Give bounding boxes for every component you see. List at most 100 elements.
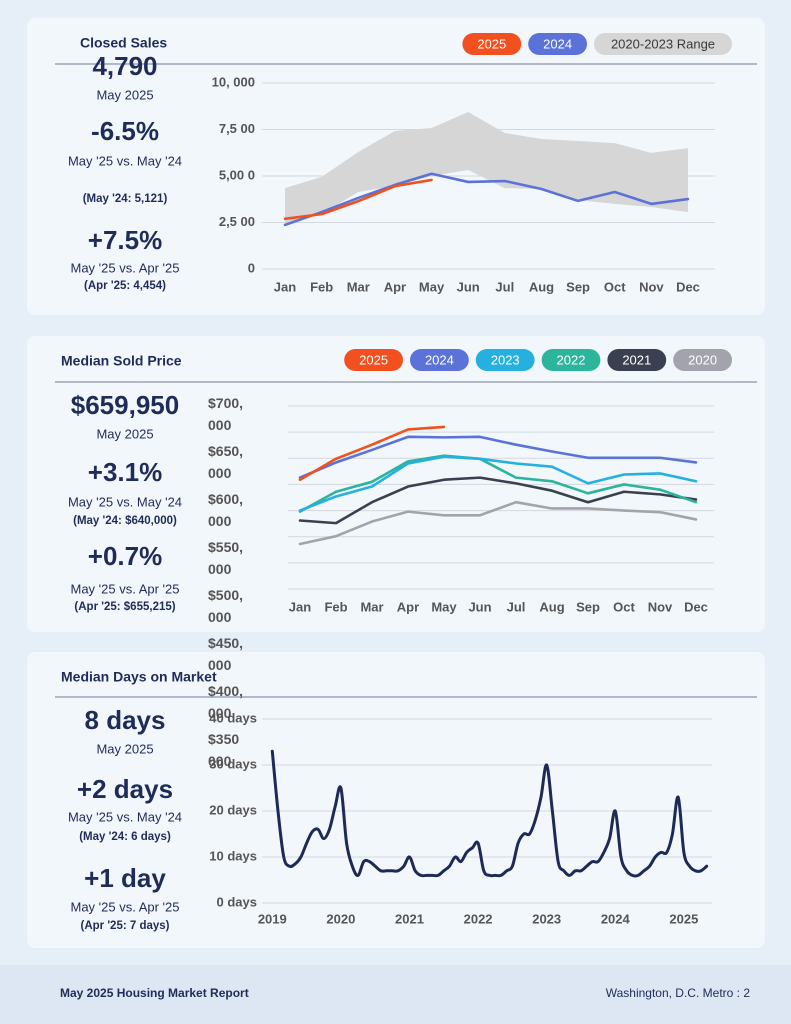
series-line: [298, 500, 698, 546]
x-tick-label: Feb: [310, 279, 333, 294]
y-tick-label: 30 days: [209, 756, 257, 771]
legend-label: 2023: [491, 352, 520, 367]
x-tick-label: Jul: [507, 599, 526, 614]
legend-swatch: [462, 33, 522, 55]
headline-period: May 2025: [96, 426, 153, 441]
footer-band: [0, 965, 791, 1024]
change-comparison: May '25 vs. Apr '25: [70, 899, 179, 914]
legend-label: 2025: [477, 36, 506, 51]
x-tick-label: 2024: [601, 911, 631, 926]
change-comparison: May '25 vs. May '24: [68, 494, 182, 509]
x-tick-label: 2025: [669, 911, 698, 926]
y-tick-label: $700, 000: [208, 395, 244, 433]
legend-swatch: [594, 33, 732, 55]
chart-title: Closed Sales: [80, 35, 167, 51]
footer-location: Washington, D.C. Metro : 2: [606, 986, 751, 1000]
legend-item: 2024: [528, 33, 587, 55]
x-tick-label: Apr: [397, 599, 419, 614]
change-comparison: May '25 vs. May '24: [68, 153, 182, 168]
headline-value: 8 days: [85, 705, 166, 735]
series-line: [283, 178, 433, 221]
legend-item: 2020-2023 Range: [594, 33, 732, 55]
y-tick-label: 10 days: [209, 848, 257, 863]
panel: [27, 652, 765, 948]
y-tick-labels: $700, 000 $650, 000 $600, 000 $550, 000 $500…: [208, 392, 264, 776]
x-tick-label: Jan: [289, 599, 311, 614]
headline-value: $659,950: [71, 390, 179, 420]
x-tick-label: Dec: [676, 279, 700, 294]
x-tick-label: Nov: [648, 599, 673, 614]
change-value: +3.1%: [88, 457, 162, 487]
legend-swatch: [475, 349, 535, 371]
y-tick-label: $500, 000: [208, 587, 244, 625]
legend-item: 2022: [541, 349, 601, 371]
y-tick-label: $400, 000: [208, 683, 244, 721]
change-value: +1 day: [84, 863, 166, 893]
x-tick-label: 2020: [326, 911, 355, 926]
x-tick-label: Jul: [495, 279, 514, 294]
series-line: [298, 425, 446, 482]
change-prior: (Apr '25: 7 days): [80, 920, 169, 932]
series-line: [270, 749, 709, 878]
y-tick-label: 0 days: [217, 894, 257, 909]
footer-title: May 2025 Housing Market Report: [60, 986, 249, 1000]
chart-title: Median Sold Price: [61, 353, 182, 369]
range-area: [285, 112, 688, 224]
change-prior: (May '24: $640,000): [73, 515, 177, 527]
y-tick-label: $600, 000: [208, 491, 244, 529]
legend-label: 2022: [557, 352, 586, 367]
legend-swatch: [344, 349, 403, 371]
change-prior: (May '24: 6 days): [79, 831, 171, 843]
x-tick-label: Jun: [457, 279, 480, 294]
y-tick-label: 5,00 0: [219, 167, 255, 182]
x-tick-label: Mar: [347, 279, 370, 294]
x-tick-label: Sep: [566, 279, 590, 294]
legend-item: 2020: [673, 349, 732, 371]
x-tick-label: Jan: [274, 279, 296, 294]
x-tick-label: Feb: [324, 599, 347, 614]
legend-swatch: [528, 33, 587, 55]
y-tick-label: $350 000: [208, 731, 240, 769]
legend-item: 2023: [475, 349, 535, 371]
legend-label: 2021: [622, 352, 651, 367]
legend-item: 2021: [607, 349, 667, 371]
headline-value: 4,790: [92, 51, 157, 81]
legend-swatch: [410, 349, 469, 371]
chart-title: Median Days on Market: [61, 669, 217, 685]
x-tick-label: Oct: [604, 279, 626, 294]
change-comparison: May '25 vs. May '24: [68, 809, 182, 824]
series-line: [283, 172, 690, 227]
x-tick-label: Mar: [360, 599, 383, 614]
y-tick-label: 2,5 00: [219, 214, 255, 229]
change-value: +0.7%: [88, 541, 162, 571]
x-tick-label: 2023: [532, 911, 561, 926]
x-tick-label: Aug: [539, 599, 564, 614]
legend-label: 2020-2023 Range: [611, 36, 715, 51]
x-tick-label: Aug: [529, 279, 554, 294]
y-tick-label: $650, 000: [208, 443, 244, 481]
legend-swatch: [541, 349, 601, 371]
series-line: [298, 454, 698, 513]
legend-label: 2024: [543, 36, 572, 51]
legend-label: 2020: [688, 352, 717, 367]
change-prior: (Apr '25: 4,454): [84, 280, 166, 292]
x-tick-label: 2022: [464, 911, 493, 926]
legend-item: 2024: [410, 349, 469, 371]
y-tick-label: 40 days: [209, 710, 257, 725]
change-comparison: May '25 vs. Apr '25: [70, 260, 179, 275]
x-tick-label: 2021: [395, 911, 424, 926]
x-tick-label: Nov: [639, 279, 664, 294]
legend-swatch: [673, 349, 732, 371]
change-value: +2 days: [77, 774, 173, 804]
y-tick-label: 0: [248, 260, 255, 275]
x-tick-label: Sep: [576, 599, 600, 614]
series-line: [298, 455, 698, 512]
legend-item: 2025: [344, 349, 403, 371]
y-tick-label: $450, 000: [208, 635, 244, 673]
x-tick-label: 2019: [258, 911, 287, 926]
legend-swatch: [607, 349, 667, 371]
x-tick-label: Apr: [384, 279, 406, 294]
series-line: [298, 435, 698, 479]
change-prior: (Apr '25: $655,215): [74, 601, 175, 613]
